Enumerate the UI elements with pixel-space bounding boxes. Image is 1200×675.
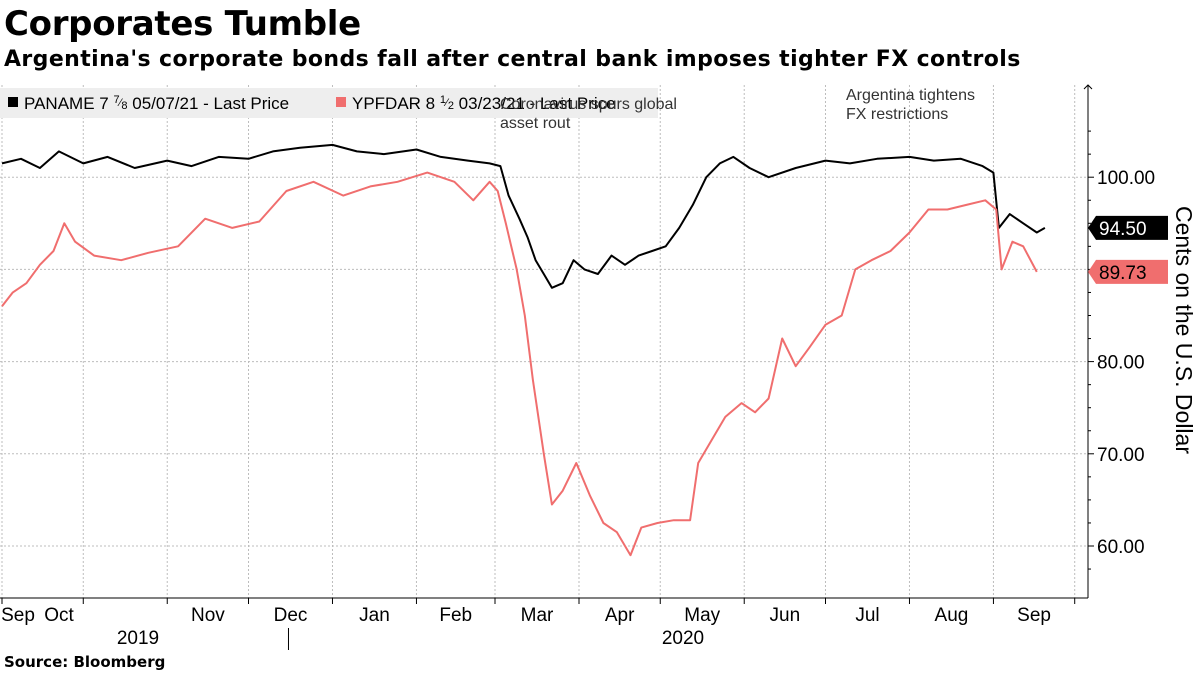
legend-label-2: YPFDAR 8 1⁄2 03/23/21 - Last Price (352, 94, 616, 113)
x-tick-label: Oct (44, 605, 74, 626)
y-tick-label: 70.00 (1097, 445, 1145, 466)
series-line-1 (1, 143, 1046, 289)
x-tick-label: Jan (359, 605, 390, 626)
x-tick-label: Sep (1017, 605, 1051, 626)
last-value-tag-1 (1088, 215, 1168, 240)
y-axis-title: Cents on the U.S. Dollar (1171, 206, 1197, 454)
x-tick-label: Jun (770, 605, 801, 626)
x-tick-label: Nov (191, 605, 225, 626)
x-tick-label: Aug (935, 605, 969, 626)
x-tick-label: Sep (1, 605, 35, 626)
year-label-2020: 2020 (662, 628, 704, 649)
x-tick-label: May (684, 605, 720, 626)
x-tick-label: Feb (439, 605, 472, 626)
legend: PANAME 7 7⁄8 05/07/21 - Last Price YPFDAR… (0, 88, 658, 118)
annotation-2-line: Argentina tightens (846, 87, 975, 104)
annotations: Coronavirus spurs global asset rout Argent… (500, 87, 975, 132)
chart-title: Corporates Tumble (4, 4, 361, 44)
annotation-2: Argentina tightens FX restrictions (846, 87, 975, 123)
legend-swatch-1 (8, 97, 18, 107)
series-line-2 (1, 171, 1038, 557)
y-tick-label: 100.00 (1097, 168, 1155, 189)
y-axis-arrow (1083, 84, 1093, 90)
annotation-1-line: asset rout (500, 115, 571, 132)
legend-box (0, 88, 658, 118)
series-lines (1, 143, 1046, 557)
x-tick-label: Mar (521, 605, 554, 626)
last-value-labels: 94.50 89.73 (1088, 215, 1168, 284)
x-tick-label: Dec (274, 605, 308, 626)
y-tick-label: 60.00 (1097, 537, 1145, 558)
year-label-2019: 2019 (117, 628, 159, 649)
last-value-label-2: 89.73 (1099, 263, 1147, 284)
x-tick-label: Apr (605, 605, 635, 626)
legend-swatch-2 (336, 97, 346, 107)
annotation-2-line: FX restrictions (846, 106, 948, 123)
annotation-1-line: Coronavirus spurs global (500, 96, 677, 113)
last-value-tag-2 (1088, 259, 1168, 284)
y-tick-label: 80.00 (1097, 353, 1145, 374)
last-value-label-1: 94.50 (1099, 219, 1147, 240)
source-note: Source: Bloomberg (4, 653, 166, 671)
gridlines (0, 85, 1088, 598)
chart-subtitle: Argentina's corporate bonds fall after c… (4, 47, 1021, 72)
annotation-1: Coronavirus spurs global asset rout (500, 96, 677, 132)
legend-label-1: PANAME 7 7⁄8 05/07/21 - Last Price (24, 94, 289, 113)
axes: 60.0070.0080.0090.00100.00SepOctNovDecJa… (0, 84, 1197, 650)
x-tick-label: Jul (855, 605, 879, 626)
